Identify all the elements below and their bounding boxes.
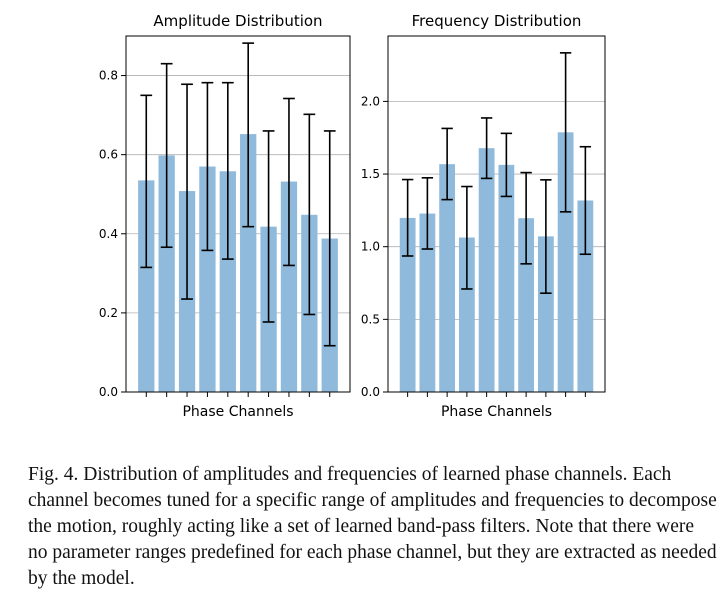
- amplitude-ytick-label: 0.2: [99, 306, 118, 320]
- amplitude-bar: [219, 171, 236, 392]
- frequency-bar: [498, 164, 515, 392]
- amplitude-bar: [158, 155, 175, 392]
- frequency-ytick-label: 0.5: [361, 312, 380, 326]
- amplitude-chart: 0.0 0.2 0.4 0.6 0.8 Amplitude Distribution Pha…: [99, 12, 351, 420]
- frequency-bar: [478, 148, 495, 392]
- amplitude-bar: [199, 166, 216, 392]
- amplitude-x-axis-label: Phase Channels: [182, 404, 293, 420]
- amplitude-axes-frame: [125, 35, 351, 393]
- amplitude-ytick-label: 0.8: [99, 69, 118, 83]
- amplitude-ytick-label: 0.6: [99, 148, 118, 162]
- frequency-bar: [399, 217, 416, 392]
- frequency-ytick-label: 1.5: [361, 167, 380, 181]
- figure-charts: 0.0 0.2 0.4 0.6 0.8 Amplitude Distribution Pha…: [99, 12, 606, 420]
- amplitude-ytick-label: 0.4: [99, 227, 118, 241]
- frequency-bar: [439, 164, 456, 392]
- frequency-chart-title: Frequency Distribution: [412, 12, 582, 30]
- amplitude-chart-title: Amplitude Distribution: [153, 12, 322, 30]
- frequency-axes-frame: [387, 35, 606, 393]
- frequency-chart: 0.0 0.5 1.0 1.5 2.0 Frequency Distribution Pha…: [361, 12, 606, 420]
- frequency-x-axis-label: Phase Channels: [441, 404, 552, 420]
- frequency-bar: [518, 218, 535, 392]
- frequency-bar: [537, 236, 554, 392]
- frequency-ytick-label: 0.0: [361, 385, 380, 399]
- amplitude-bar: [138, 180, 155, 392]
- frequency-ytick-label: 1.0: [361, 240, 380, 254]
- frequency-bar: [557, 132, 574, 392]
- figure-caption: Fig. 4. Distribution of amplitudes and f…: [28, 464, 717, 589]
- amplitude-bar: [280, 181, 298, 392]
- frequency-ytick-label: 2.0: [361, 94, 380, 108]
- amplitude-bar: [240, 134, 257, 392]
- amplitude-ytick-label: 0.0: [99, 385, 118, 399]
- frequency-bar: [458, 237, 475, 392]
- frequency-bar: [577, 200, 594, 392]
- frequency-bar: [419, 213, 436, 392]
